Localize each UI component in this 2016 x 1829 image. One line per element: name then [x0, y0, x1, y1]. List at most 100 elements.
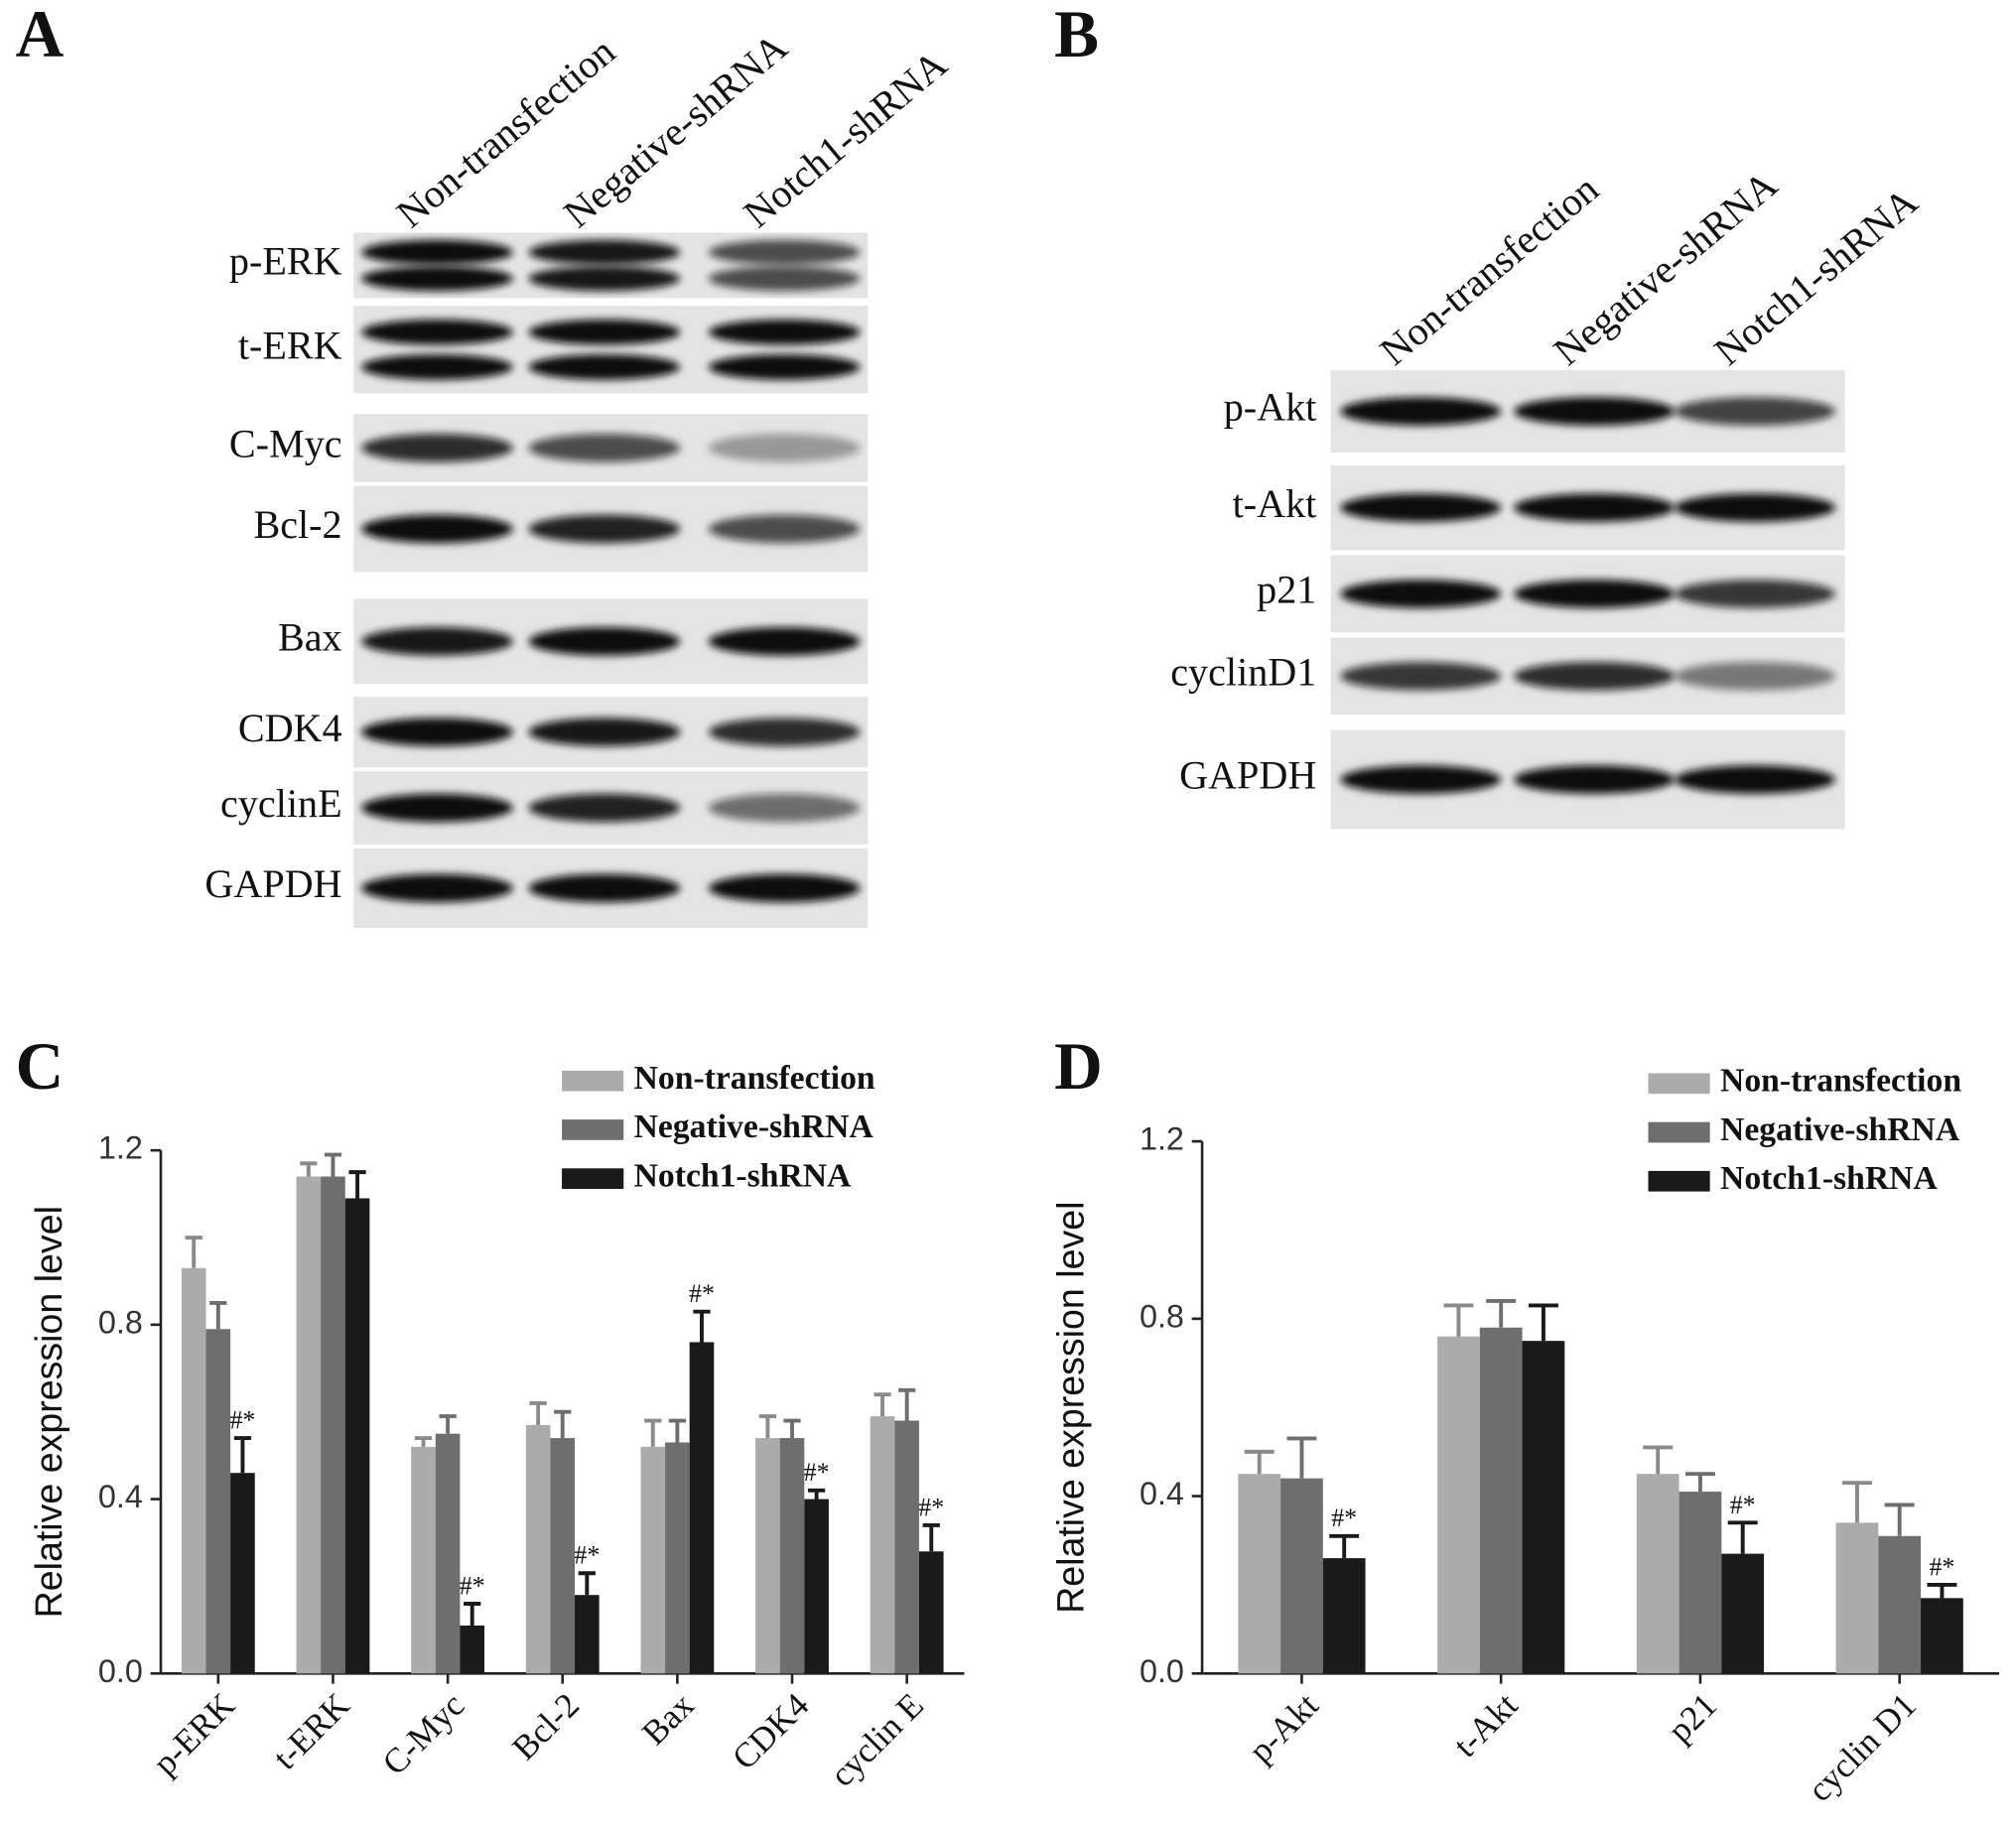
bar — [755, 1438, 780, 1674]
panel-letter: D — [1054, 1029, 1103, 1104]
legend-swatch — [1648, 1073, 1710, 1095]
significance-label: #* — [689, 1279, 715, 1308]
x-tick-label: p-Akt — [1241, 1685, 1325, 1769]
legend-swatch — [1648, 1121, 1710, 1143]
bar — [296, 1176, 322, 1674]
band — [361, 627, 513, 656]
band — [361, 514, 513, 544]
band — [528, 434, 681, 462]
x-tick-label: Bax — [634, 1685, 702, 1753]
legend-swatch — [562, 1070, 624, 1092]
band — [361, 319, 513, 345]
error-bar — [693, 1309, 711, 1343]
bar — [1636, 1474, 1680, 1674]
band — [708, 514, 861, 544]
x-tick-label: C-Myc — [375, 1686, 472, 1783]
band — [1675, 493, 1835, 522]
y-tick-label: 0.4 — [1140, 1476, 1184, 1511]
error-bar — [578, 1571, 596, 1596]
error-bar — [439, 1414, 457, 1434]
error-bar — [554, 1409, 572, 1439]
significance-label: #* — [460, 1571, 485, 1600]
error-bar — [898, 1387, 916, 1421]
legend-label: Non-transfection — [1720, 1063, 1961, 1100]
band — [1675, 765, 1835, 794]
bar — [460, 1625, 485, 1674]
error-bar — [324, 1152, 342, 1177]
band — [528, 873, 681, 903]
band — [1340, 493, 1502, 522]
bar — [1437, 1336, 1480, 1674]
error-bar — [464, 1602, 481, 1626]
y-tick-label: 1.2 — [98, 1130, 143, 1166]
band — [361, 718, 513, 746]
y-axis-label: Relative expression level — [28, 1206, 69, 1618]
legend-swatch — [562, 1168, 624, 1190]
bar — [689, 1342, 715, 1674]
error-bar — [1329, 1533, 1360, 1559]
panel-letter: B — [1054, 0, 1099, 71]
protein-label: GAPDH — [204, 861, 341, 906]
error-bar — [808, 1488, 826, 1500]
bar — [870, 1416, 895, 1674]
bar — [550, 1438, 576, 1674]
bar — [1721, 1553, 1765, 1674]
bar — [230, 1473, 255, 1674]
bar — [1322, 1558, 1366, 1674]
x-tick-label: p21 — [1661, 1686, 1725, 1751]
protein-label: GAPDH — [1179, 753, 1316, 798]
error-bar — [529, 1400, 547, 1425]
error-bar — [758, 1414, 777, 1439]
error-bar — [1643, 1445, 1674, 1475]
protein-label: cyclinE — [220, 781, 342, 826]
protein-label: t-ERK — [238, 323, 342, 367]
band — [708, 873, 861, 903]
protein-label: Bcl-2 — [253, 502, 341, 547]
error-bar — [1841, 1481, 1872, 1523]
protein-label: p21 — [1257, 568, 1316, 612]
x-tick-label: t-Akt — [1446, 1685, 1526, 1764]
legend-label: Notch1-shRNA — [634, 1157, 852, 1194]
band — [1340, 662, 1502, 691]
y-tick-label: 0.4 — [98, 1479, 143, 1514]
significance-label: #* — [1929, 1552, 1954, 1581]
protein-label: C-Myc — [229, 422, 342, 466]
x-tick-label: Bcl-2 — [505, 1686, 587, 1767]
error-bar — [1486, 1299, 1517, 1328]
band — [1675, 397, 1835, 426]
bar — [1921, 1598, 1963, 1674]
protein-label: p-Akt — [1224, 385, 1317, 430]
bar — [181, 1267, 206, 1674]
error-bar — [1443, 1303, 1474, 1337]
bar — [1280, 1478, 1323, 1674]
protein-label: CDK4 — [238, 706, 342, 750]
legend-swatch — [562, 1119, 624, 1140]
error-bar — [1684, 1472, 1715, 1493]
bar — [1679, 1492, 1722, 1674]
y-tick-label: 0.0 — [98, 1653, 143, 1689]
panel-letter: A — [16, 0, 65, 71]
error-bar — [1884, 1502, 1915, 1536]
error-bar — [1927, 1582, 1957, 1599]
protein-label: p-ERK — [229, 239, 342, 284]
protein-label: Bax — [278, 614, 342, 659]
error-bar — [185, 1236, 202, 1268]
y-tick-label: 0.0 — [1140, 1653, 1184, 1689]
significance-label: #* — [1730, 1491, 1756, 1519]
band — [708, 319, 861, 345]
band — [1340, 765, 1502, 794]
x-tick-label: t-ERK — [266, 1686, 357, 1777]
band — [361, 239, 513, 265]
legend-label: Notch1-shRNA — [1720, 1160, 1938, 1197]
y-tick-label: 1.2 — [1140, 1121, 1184, 1157]
band — [1514, 397, 1676, 426]
band — [361, 266, 513, 292]
bar — [525, 1424, 551, 1674]
x-tick-label: cyclin D1 — [1801, 1686, 1924, 1809]
band — [708, 718, 861, 746]
band — [1675, 662, 1835, 691]
legend-swatch — [1648, 1170, 1710, 1192]
significance-label: #* — [918, 1493, 944, 1521]
band — [361, 434, 513, 462]
